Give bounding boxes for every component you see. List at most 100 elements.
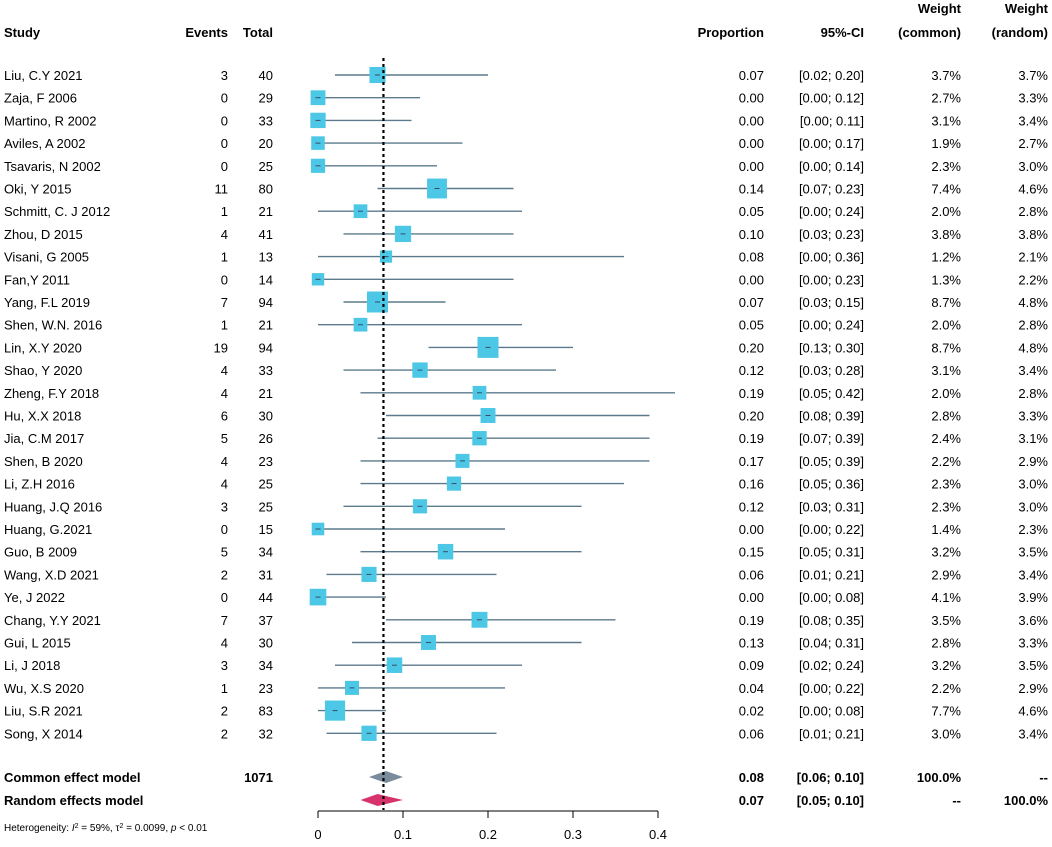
events-value: 2	[221, 726, 228, 741]
ci-value: [0.03; 0.15]	[799, 295, 864, 310]
weight-random-value: 3.9%	[1018, 590, 1048, 605]
weight-common-value: 8.7%	[931, 295, 961, 310]
total-value: 29	[259, 91, 273, 106]
ci-value: [0.03; 0.28]	[799, 363, 864, 378]
x-axis: 0 0.1 0.2 0.3 0.4	[314, 58, 667, 842]
weight-common-value: 1.9%	[931, 136, 961, 151]
events-value: 3	[221, 68, 228, 83]
study-label: Martino, R 2002	[4, 113, 97, 128]
study-label: Zaja, F 2006	[4, 91, 77, 106]
header-ci: 95%-CI	[821, 25, 864, 40]
header-study: Study	[4, 25, 41, 40]
tick-label: 0.1	[394, 827, 412, 842]
heterogeneity-text: Heterogeneity: I2 = 59%, τ2 = 0.0099, p …	[4, 823, 208, 835]
table-row: Liu, S.R 2021 2 83 0.02 [0.00; 0.08] 7.7% 4.6%	[4, 700, 1048, 721]
ci-value: [0.02; 0.24]	[799, 658, 864, 673]
weight-common-value: 8.7%	[931, 340, 961, 355]
events-value: 19	[214, 340, 228, 355]
ci-value: [0.00; 0.11]	[800, 113, 864, 128]
weight-random-value: 3.3%	[1018, 409, 1048, 424]
proportion-value: 0.06	[739, 567, 764, 582]
proportion-value: 0.00	[739, 91, 764, 106]
ci-value: [0.00; 0.23]	[799, 272, 864, 287]
ci-value: [0.05; 0.39]	[799, 454, 864, 469]
table-row: Lin, X.Y 2020 19 94 0.20 [0.13; 0.30] 8.7% 4.8…	[4, 336, 1048, 358]
random-proportion: 0.07	[739, 793, 764, 808]
events-value: 0	[221, 113, 228, 128]
common-diamond	[369, 771, 403, 783]
table-row: Jia, C.M 2017 5 26 0.19 [0.07; 0.39] 2.4% 3.1%	[4, 431, 1048, 446]
study-label: Song, X 2014	[4, 726, 83, 741]
weight-random-value: 2.8%	[1018, 386, 1048, 401]
ci-value: [0.05; 0.36]	[799, 477, 864, 492]
weight-common-value: 3.2%	[931, 658, 961, 673]
study-label: Hu, X.X 2018	[4, 409, 81, 424]
study-label: Ye, J 2022	[4, 590, 65, 605]
study-label: Guo, B 2009	[4, 545, 77, 560]
table-row: Huang, G.2021 0 15 0.00 [0.00; 0.22] 1.4% 2.3%	[4, 522, 1048, 537]
proportion-value: 0.02	[739, 704, 764, 719]
weight-random-value: 2.3%	[1018, 522, 1048, 537]
weight-random-value: 3.4%	[1018, 363, 1048, 378]
weight-random-value: 3.0%	[1018, 499, 1048, 514]
study-label: Zhou, D 2015	[4, 227, 83, 242]
proportion-value: 0.20	[739, 409, 764, 424]
total-value: 25	[259, 499, 273, 514]
study-label: Huang, G.2021	[4, 522, 92, 537]
weight-random-value: 3.6%	[1018, 613, 1048, 628]
events-value: 5	[221, 545, 228, 560]
table-row: Ye, J 2022 0 44 0.00 [0.00; 0.08] 4.1% 3.9%	[4, 588, 1048, 606]
weight-common-value: 2.7%	[931, 91, 961, 106]
weight-common-value: 2.4%	[931, 431, 961, 446]
table-header: Study Events Total Proportion 95%-CI Wei…	[4, 1, 1049, 40]
weight-common-value: 3.2%	[931, 545, 961, 560]
weight-common-value: 2.3%	[931, 477, 961, 492]
ci-value: [0.01; 0.21]	[799, 726, 864, 741]
random-weight-common: --	[952, 793, 961, 808]
weight-common-value: 3.0%	[931, 726, 961, 741]
table-row: Guo, B 2009 5 34 0.15 [0.05; 0.31] 3.2% 3.5%	[4, 543, 1048, 560]
table-row: Yang, F.L 2019 7 94 0.07 [0.03; 0.15] 8.7% 4.8…	[4, 291, 1048, 313]
total-value: 20	[259, 136, 273, 151]
weight-random-value: 3.0%	[1018, 159, 1048, 174]
ci-value: [0.00; 0.22]	[799, 522, 864, 537]
header-events: Events	[185, 25, 228, 40]
proportion-value: 0.00	[739, 522, 764, 537]
ci-value: [0.00; 0.22]	[799, 681, 864, 696]
total-value: 94	[259, 340, 273, 355]
weight-common-value: 3.5%	[931, 613, 961, 628]
total-value: 25	[259, 159, 273, 174]
weight-random-value: 3.4%	[1018, 726, 1048, 741]
weight-random-value: 3.1%	[1018, 431, 1048, 446]
weight-random-value: 3.3%	[1018, 91, 1048, 106]
ci-value: [0.00; 0.12]	[799, 91, 864, 106]
study-label: Li, Z.H 2016	[4, 477, 75, 492]
proportion-value: 0.12	[739, 363, 764, 378]
proportion-value: 0.04	[739, 681, 764, 696]
total-value: 31	[259, 567, 273, 582]
total-value: 25	[259, 477, 273, 492]
ci-value: [0.08; 0.39]	[799, 409, 864, 424]
proportion-value: 0.05	[739, 204, 764, 219]
total-value: 15	[259, 522, 273, 537]
common-model-row: Common effect model 1071 0.08 [0.06; 0.10] 1…	[4, 770, 1048, 785]
heterogeneity-statement: Heterogeneity: I2 = 59%, τ2 = 0.0099, p …	[4, 823, 208, 835]
weight-random-value: 2.9%	[1018, 454, 1048, 469]
events-value: 4	[221, 477, 228, 492]
weight-common-value: 2.0%	[931, 204, 961, 219]
weight-random-value: 4.6%	[1018, 704, 1048, 719]
events-value: 0	[221, 136, 228, 151]
weight-common-value: 1.2%	[931, 250, 961, 265]
study-label: Shen, W.N. 2016	[4, 318, 102, 333]
study-label: Yang, F.L 2019	[4, 295, 90, 310]
total-value: 13	[259, 250, 273, 265]
weight-common-value: 2.0%	[931, 318, 961, 333]
proportion-value: 0.19	[739, 386, 764, 401]
total-value: 33	[259, 363, 273, 378]
table-row: Oki, Y 2015 11 80 0.14 [0.07; 0.23] 7.4% 4.6%	[4, 178, 1048, 199]
ci-value: [0.00; 0.24]	[799, 318, 864, 333]
total-value: 23	[259, 681, 273, 696]
weight-common-value: 1.4%	[931, 522, 961, 537]
weight-random-value: 3.0%	[1018, 477, 1048, 492]
random-ci: [0.05; 0.10]	[797, 793, 864, 808]
